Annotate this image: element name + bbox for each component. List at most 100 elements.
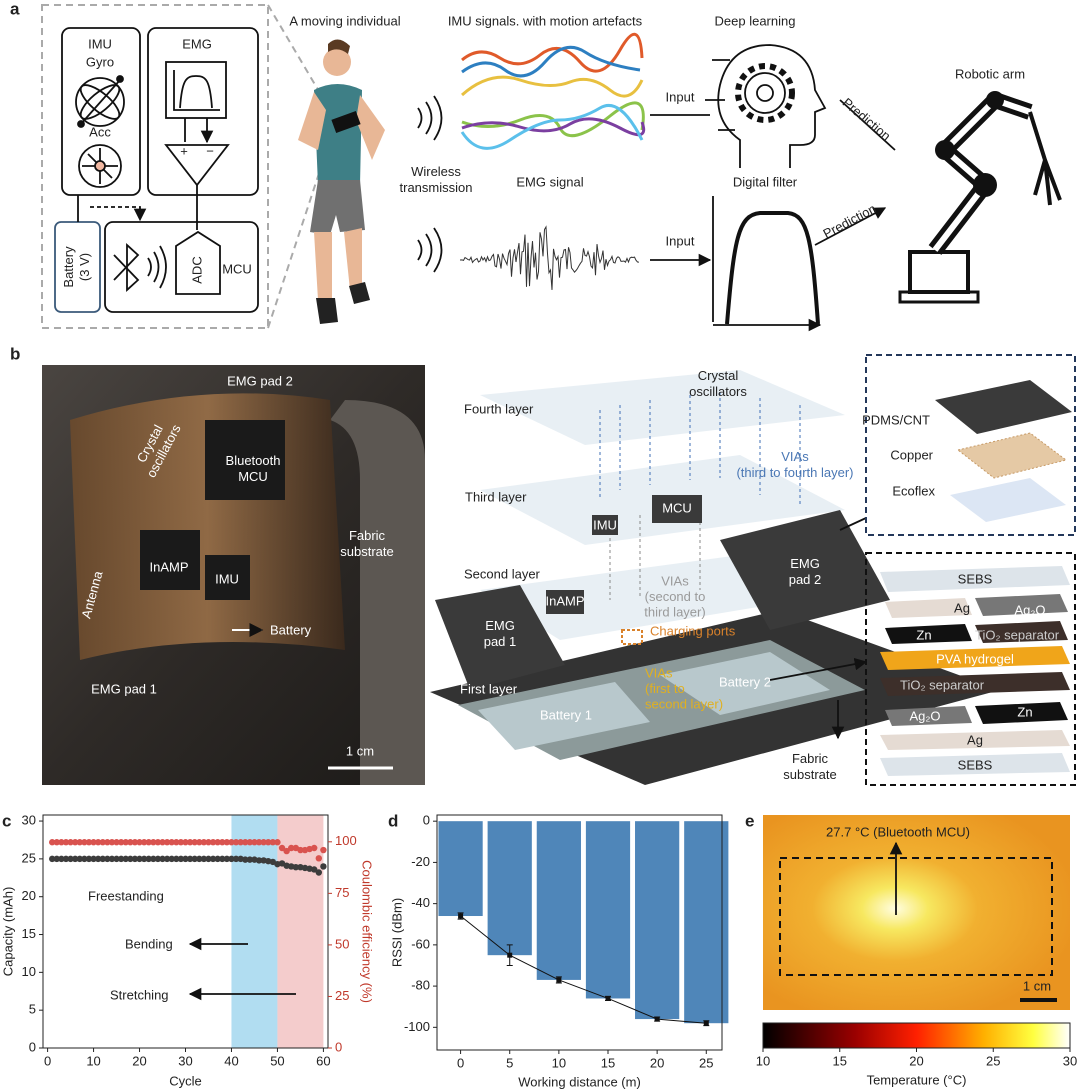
label: IMU [215, 571, 239, 586]
arrows [650, 114, 710, 260]
panel-label: c [2, 811, 11, 830]
point [315, 855, 323, 862]
x-tick-label: 20 [650, 1055, 664, 1070]
point [292, 863, 300, 871]
label: PDMS/CNT [862, 412, 930, 427]
arrows [814, 99, 895, 246]
point [242, 856, 249, 863]
chip [140, 530, 200, 590]
point [269, 839, 277, 846]
label: EMG pad 1 [91, 681, 157, 696]
point [278, 844, 286, 852]
point [104, 839, 111, 846]
point [209, 839, 217, 846]
x-tick-label: 5 [506, 1055, 513, 1070]
colorbar-tick-label: 30 [1063, 1053, 1077, 1068]
point [76, 839, 83, 846]
point [154, 839, 162, 846]
point [163, 839, 171, 846]
emg-box [147, 27, 259, 196]
text-line: EMG [790, 557, 820, 572]
point [205, 855, 212, 863]
point [209, 855, 217, 863]
panel-a: IMU Gyro Acc EMG + − Battery(3 V) ADC MC… [41, 4, 1062, 329]
robot-arm [898, 91, 1062, 304]
point [150, 855, 157, 863]
point [260, 839, 267, 846]
point [131, 839, 139, 846]
text-line: Fabric [349, 529, 386, 544]
label: InAMP [545, 593, 584, 608]
battery [478, 682, 650, 750]
point [168, 839, 175, 846]
annotation: Stretching [110, 987, 169, 1002]
x-tick-label: 40 [224, 1053, 238, 1068]
annotation: 27.7 °C (Bluetooth MCU) [826, 824, 970, 839]
y-tick-label: -80 [411, 978, 430, 993]
point [113, 839, 120, 846]
colorbar-tick-label: 20 [909, 1053, 923, 1068]
y-tick-label: 0 [29, 1039, 36, 1054]
point [255, 839, 263, 846]
arrows [184, 118, 207, 142]
person [298, 39, 385, 324]
colorbar-tick-label: 10 [756, 1053, 770, 1068]
emg-signal [459, 225, 640, 290]
imu-signals [460, 33, 646, 150]
label: EMG signal [516, 174, 583, 189]
text-line: oscillators [689, 384, 747, 399]
bar [536, 821, 581, 980]
point [228, 839, 235, 846]
point [85, 855, 93, 863]
point [274, 839, 281, 846]
panel-label: b [10, 344, 20, 363]
point [71, 839, 79, 846]
y-axis-label: Capacity (mAh) [0, 887, 15, 977]
point [145, 839, 152, 846]
x-tick-label: 50 [270, 1053, 284, 1068]
emg-pad [720, 510, 890, 630]
bar [585, 821, 631, 999]
label: Second layer [464, 566, 541, 581]
point [58, 839, 65, 846]
text-line: pad 2 [789, 572, 822, 587]
point [90, 855, 97, 863]
text-line: Crystal [698, 369, 739, 384]
point [108, 855, 116, 863]
layer [480, 370, 845, 445]
x-tick-label: 0 [44, 1053, 51, 1068]
annotation: Freestanding [88, 888, 164, 903]
adc-box [175, 230, 221, 295]
point [67, 855, 74, 863]
label: Third layer [465, 489, 527, 504]
label: Input [666, 89, 695, 104]
colorbar-tick-label: 25 [986, 1053, 1000, 1068]
text-line: Bluetooth [226, 454, 281, 469]
text-line: VIAs [645, 666, 673, 681]
point [283, 847, 290, 855]
point [173, 839, 180, 846]
label: Deep learning [715, 13, 796, 28]
label: VIAs (second to third layer) [644, 574, 705, 620]
thermal-image [763, 815, 1070, 1010]
roi [779, 857, 1053, 976]
wireless-icon [417, 227, 443, 273]
text-line: pad 1 [484, 634, 517, 649]
scale-label: 1 cm [1023, 978, 1051, 993]
point [242, 839, 249, 846]
mcu-box [104, 221, 259, 313]
point [154, 855, 162, 863]
bar [487, 821, 532, 956]
plot-frame [436, 814, 723, 1051]
point [191, 839, 198, 846]
point [85, 839, 93, 846]
point [315, 869, 323, 876]
label: VIAs (third to fourth layer) [736, 450, 853, 481]
text-line: (second to [645, 589, 706, 604]
point [145, 855, 152, 863]
y-tick-label: 30 [22, 812, 36, 827]
point [186, 855, 194, 863]
zoom-box [41, 4, 269, 329]
text-line: transmission [400, 180, 473, 195]
